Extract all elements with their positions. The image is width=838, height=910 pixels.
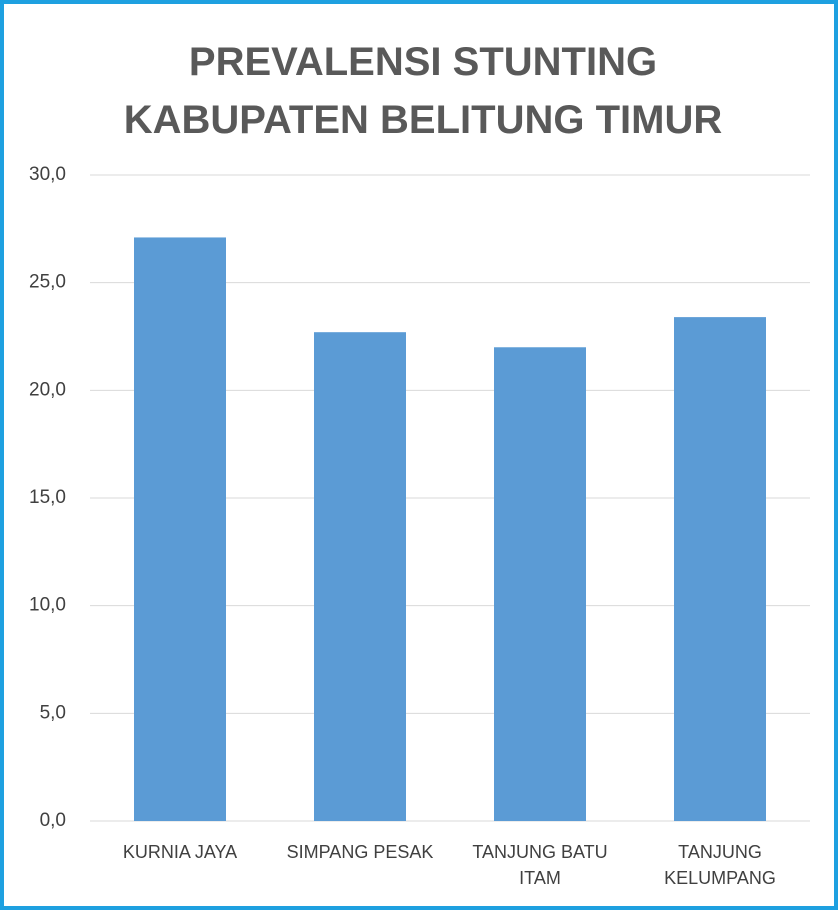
bar [674, 317, 766, 821]
y-tick-label: 10,0 [29, 595, 66, 616]
y-tick-label: 20,0 [29, 379, 66, 400]
y-tick-label: 25,0 [29, 272, 66, 293]
bar [314, 332, 406, 821]
x-tick-label: KURNIA JAYA [122, 842, 238, 862]
y-tick-label: 30,0 [29, 164, 66, 185]
x-tick-label: TANJUNG KELUMPANG [664, 842, 776, 888]
bar [494, 347, 586, 821]
x-tick-label: SIMPANG PESAK [286, 842, 434, 862]
chart-title: KABUPATEN BELITUNG TIMUR [123, 98, 723, 142]
y-tick-label: 5,0 [40, 702, 66, 723]
x-tick-label: TANJUNG BATU ITAM [472, 842, 608, 888]
bar [134, 237, 226, 822]
y-tick-label: 15,0 [29, 487, 66, 508]
chart-title: PREVALENSI STUNTING [188, 40, 658, 84]
y-tick-label: 0,0 [40, 810, 66, 831]
